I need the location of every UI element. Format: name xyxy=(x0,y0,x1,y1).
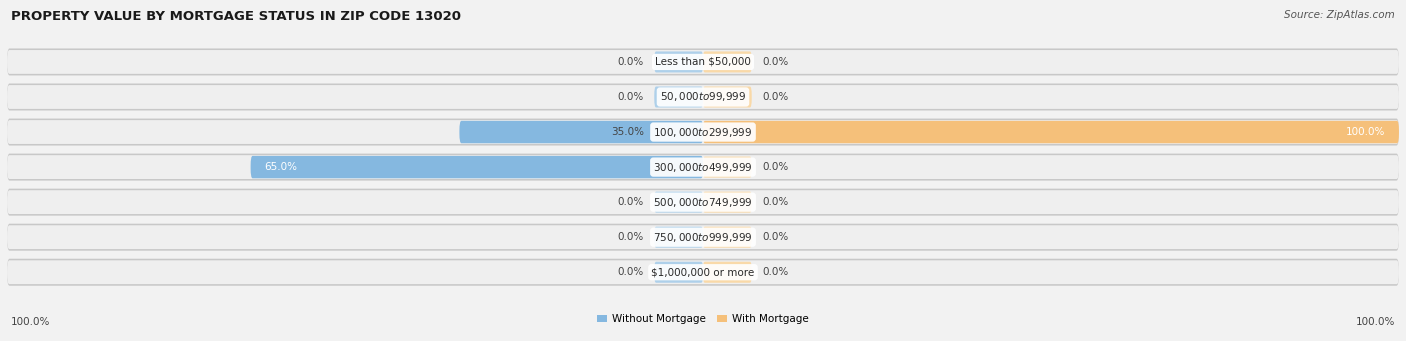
FancyBboxPatch shape xyxy=(703,121,752,143)
FancyBboxPatch shape xyxy=(7,259,1399,286)
FancyBboxPatch shape xyxy=(703,262,752,283)
FancyBboxPatch shape xyxy=(654,262,703,283)
Text: 35.0%: 35.0% xyxy=(610,127,644,137)
Text: 0.0%: 0.0% xyxy=(762,92,789,102)
Text: $500,000 to $749,999: $500,000 to $749,999 xyxy=(654,196,752,209)
Text: $300,000 to $499,999: $300,000 to $499,999 xyxy=(654,161,752,174)
Legend: Without Mortgage, With Mortgage: Without Mortgage, With Mortgage xyxy=(593,310,813,328)
FancyBboxPatch shape xyxy=(7,85,1399,109)
Text: 100.0%: 100.0% xyxy=(11,317,51,327)
FancyBboxPatch shape xyxy=(654,227,703,248)
FancyBboxPatch shape xyxy=(250,156,703,178)
FancyBboxPatch shape xyxy=(7,120,1399,144)
FancyBboxPatch shape xyxy=(703,87,752,107)
Text: 0.0%: 0.0% xyxy=(617,232,644,242)
Text: Source: ZipAtlas.com: Source: ZipAtlas.com xyxy=(1284,10,1395,20)
Text: 0.0%: 0.0% xyxy=(617,57,644,67)
Text: Less than $50,000: Less than $50,000 xyxy=(655,57,751,67)
Text: $1,000,000 or more: $1,000,000 or more xyxy=(651,267,755,277)
Text: PROPERTY VALUE BY MORTGAGE STATUS IN ZIP CODE 13020: PROPERTY VALUE BY MORTGAGE STATUS IN ZIP… xyxy=(11,10,461,23)
FancyBboxPatch shape xyxy=(7,155,1399,179)
FancyBboxPatch shape xyxy=(7,48,1399,75)
Text: 100.0%: 100.0% xyxy=(1346,127,1385,137)
Text: 0.0%: 0.0% xyxy=(762,197,789,207)
FancyBboxPatch shape xyxy=(654,51,703,73)
FancyBboxPatch shape xyxy=(703,192,752,213)
FancyBboxPatch shape xyxy=(703,227,752,248)
FancyBboxPatch shape xyxy=(7,224,1399,251)
Text: 100.0%: 100.0% xyxy=(1355,317,1395,327)
FancyBboxPatch shape xyxy=(7,84,1399,110)
Text: $50,000 to $99,999: $50,000 to $99,999 xyxy=(659,90,747,104)
FancyBboxPatch shape xyxy=(703,121,1399,143)
FancyBboxPatch shape xyxy=(703,51,752,73)
Text: 0.0%: 0.0% xyxy=(617,197,644,207)
Text: 0.0%: 0.0% xyxy=(762,57,789,67)
Text: $750,000 to $999,999: $750,000 to $999,999 xyxy=(654,231,752,244)
FancyBboxPatch shape xyxy=(7,190,1399,214)
FancyBboxPatch shape xyxy=(654,157,703,178)
FancyBboxPatch shape xyxy=(7,119,1399,146)
FancyBboxPatch shape xyxy=(703,157,752,178)
Text: 0.0%: 0.0% xyxy=(617,267,644,277)
Text: 65.0%: 65.0% xyxy=(264,162,298,172)
FancyBboxPatch shape xyxy=(7,260,1399,284)
FancyBboxPatch shape xyxy=(460,121,703,143)
FancyBboxPatch shape xyxy=(654,192,703,213)
Text: 0.0%: 0.0% xyxy=(762,232,789,242)
FancyBboxPatch shape xyxy=(654,87,703,107)
Text: 0.0%: 0.0% xyxy=(762,267,789,277)
Text: $100,000 to $299,999: $100,000 to $299,999 xyxy=(654,125,752,138)
Text: 0.0%: 0.0% xyxy=(762,162,789,172)
FancyBboxPatch shape xyxy=(7,153,1399,181)
FancyBboxPatch shape xyxy=(7,50,1399,74)
FancyBboxPatch shape xyxy=(7,225,1399,249)
Text: 0.0%: 0.0% xyxy=(617,92,644,102)
FancyBboxPatch shape xyxy=(7,189,1399,216)
FancyBboxPatch shape xyxy=(654,121,703,143)
